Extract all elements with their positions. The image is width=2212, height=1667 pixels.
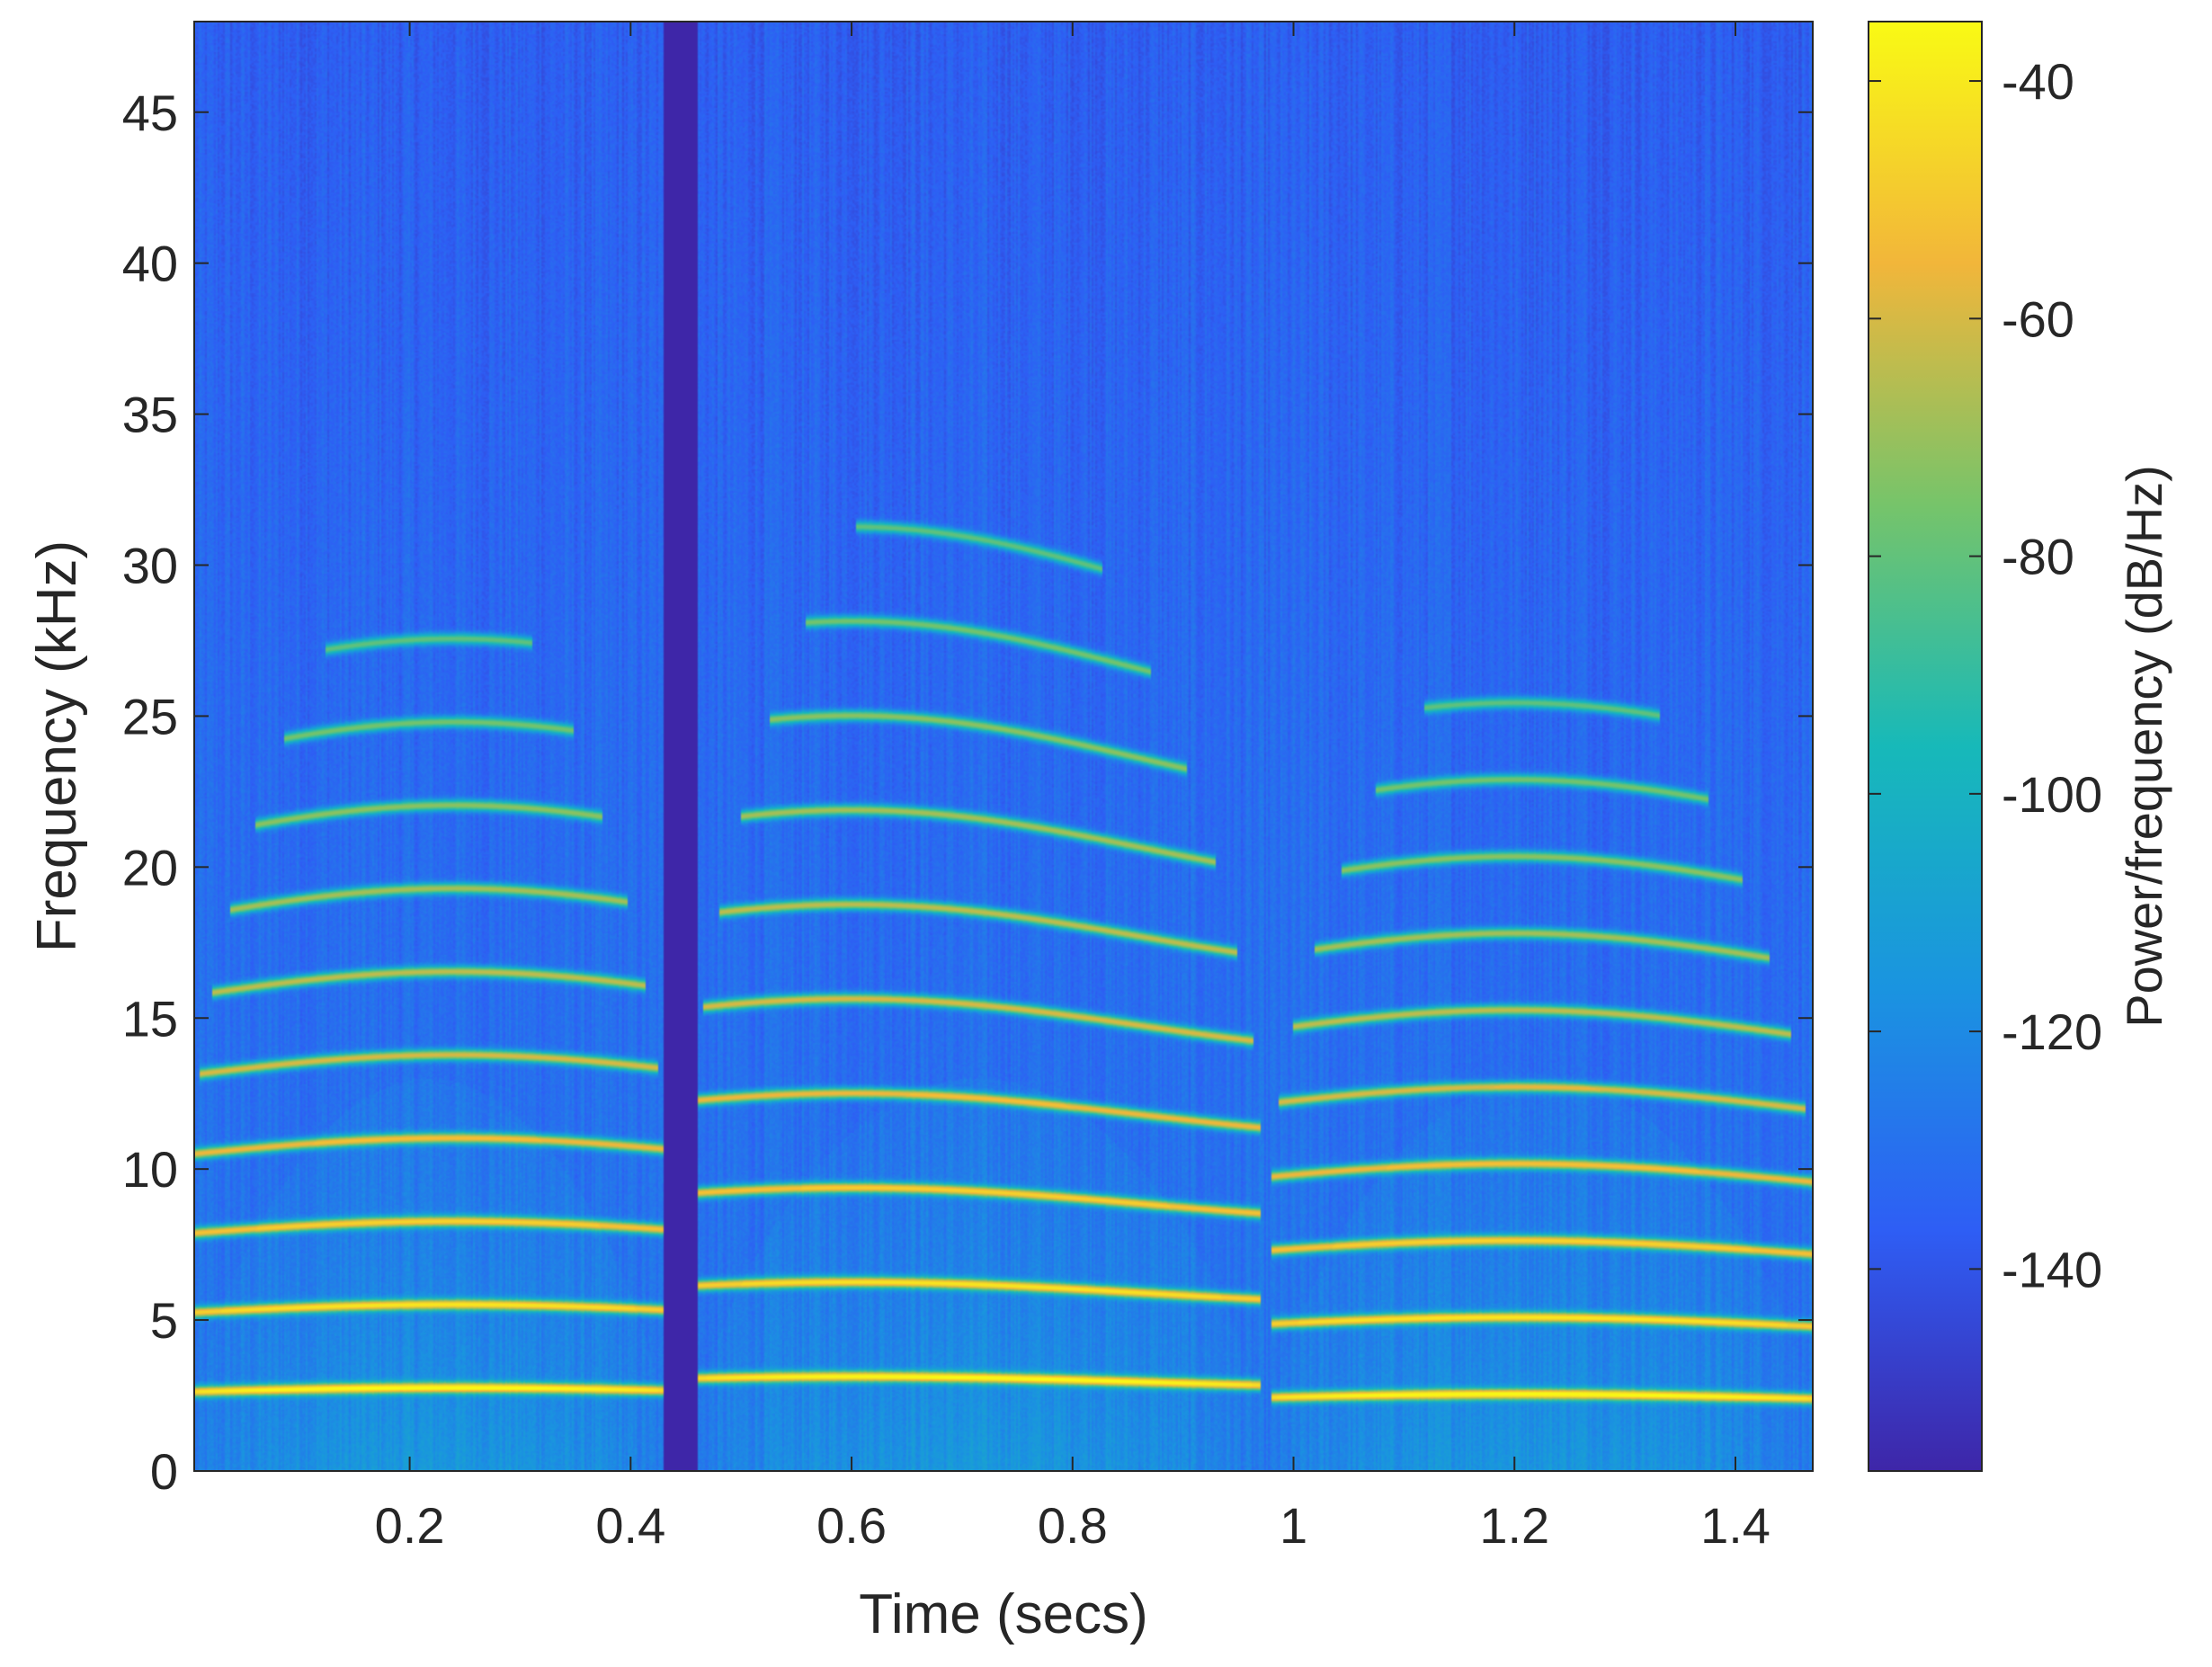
colorbar-gradient: [1869, 22, 1982, 1471]
x-axis-label: Time (secs): [859, 1583, 1147, 1645]
spectrogram-heatmap: [194, 22, 1813, 1471]
plot-frame: [193, 21, 1814, 1472]
colorbar-tick-label: -40: [2002, 53, 2074, 110]
colorbar-label: Power/frequency (dB/Hz): [2116, 465, 2172, 1028]
y-tick-label: 45: [122, 85, 178, 141]
y-tick-label: 35: [122, 387, 178, 443]
x-tick-label: 0.6: [816, 1497, 887, 1554]
x-tick-label: 0.8: [1038, 1497, 1108, 1554]
x-axis: 0.2 0.4 0.6 0.8 1 1.2 1.4: [375, 22, 1770, 1554]
colorbar: -40 -60 -80 -100 -120 -140: [1868, 21, 2102, 1472]
x-tick-label: 0.4: [595, 1497, 665, 1554]
y-tick-label: 15: [122, 990, 178, 1047]
colorbar-tick-label: -120: [2002, 1003, 2102, 1060]
y-tick-label: 40: [122, 236, 178, 292]
y-tick-label: 10: [122, 1141, 178, 1198]
spectrogram-plot-area: [193, 21, 1814, 1472]
y-tick-label: 25: [122, 688, 178, 744]
y-tick-label: 20: [122, 839, 178, 896]
colorbar-ticks: -40 -60 -80 -100 -120 -140: [1869, 53, 2102, 1297]
colorbar-tick-label: -100: [2002, 766, 2102, 823]
x-tick-label: 1.2: [1479, 1497, 1549, 1554]
y-axis: 0 5 10 15 20 25 30 35 40 45: [122, 85, 1813, 1500]
y-tick-label: 30: [122, 538, 178, 594]
colorbar-frame: [1868, 21, 1983, 1472]
y-tick-label: 5: [150, 1292, 178, 1349]
x-tick-label: 1: [1280, 1497, 1307, 1554]
colorbar-tick-label: -60: [2002, 290, 2074, 347]
y-tick-label: 0: [150, 1443, 178, 1500]
colorbar-tick-label: -140: [2002, 1241, 2102, 1297]
x-tick-label: 1.4: [1700, 1497, 1770, 1554]
y-axis-label: Frequency (kHz): [26, 540, 88, 952]
x-tick-label: 0.2: [375, 1497, 445, 1554]
colorbar-tick-label: -80: [2002, 529, 2074, 585]
